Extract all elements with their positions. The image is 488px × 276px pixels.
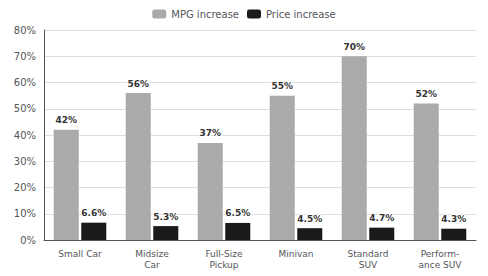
svg-text:Full-Size: Full-Size [205,249,243,259]
svg-text:Minivan: Minivan [278,249,313,259]
svg-text:70%: 70% [14,51,36,62]
svg-text:Perform-: Perform- [421,249,460,259]
svg-text:Car: Car [144,260,160,270]
svg-text:MPG increase: MPG increase [171,9,239,20]
svg-text:55%: 55% [271,81,293,91]
svg-text:Small Car: Small Car [58,249,102,259]
svg-text:40%: 40% [14,130,36,141]
svg-text:5.3%: 5.3% [153,212,178,222]
svg-text:Pickup: Pickup [209,260,238,270]
svg-text:Standard: Standard [348,249,389,259]
svg-text:6.5%: 6.5% [225,208,250,218]
svg-text:52%: 52% [415,89,437,99]
svg-text:56%: 56% [127,79,149,89]
svg-text:0%: 0% [20,235,36,246]
svg-text:42%: 42% [55,115,77,125]
svg-text:20%: 20% [14,182,36,193]
svg-text:50%: 50% [14,103,36,114]
svg-text:ance SUV: ance SUV [418,260,462,270]
svg-text:60%: 60% [14,77,36,88]
svg-text:4.3%: 4.3% [441,214,466,224]
svg-text:Midsize: Midsize [135,249,169,259]
svg-text:6.6%: 6.6% [81,208,106,218]
svg-text:37%: 37% [199,128,221,138]
svg-text:70%: 70% [343,42,365,52]
svg-text:30%: 30% [14,156,36,167]
svg-text:SUV: SUV [359,260,378,270]
svg-text:Price increase: Price increase [266,9,336,20]
svg-text:10%: 10% [14,208,36,219]
svg-text:4.7%: 4.7% [369,213,394,223]
svg-text:4.5%: 4.5% [297,214,322,224]
svg-text:80%: 80% [14,25,36,36]
